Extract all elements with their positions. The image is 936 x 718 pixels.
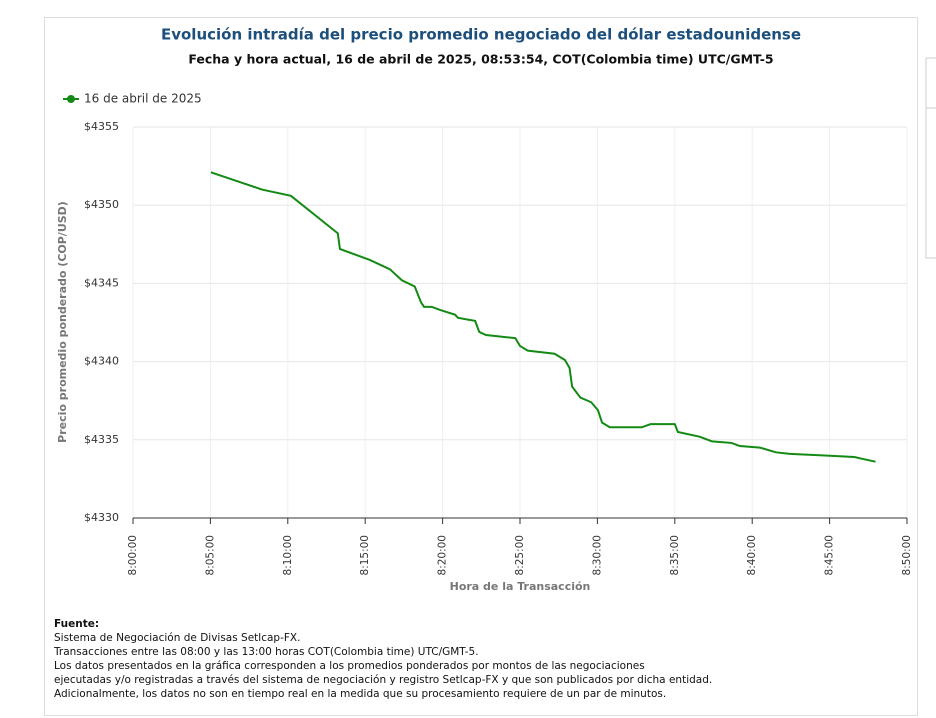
source-line: ejecutadas y/o registradas a través del …	[54, 674, 713, 686]
toolbar-edge	[925, 57, 936, 109]
chart-title: Evolución intradía del precio promedio n…	[161, 26, 801, 44]
x-tick-label: 8:00:00	[127, 535, 139, 575]
source-line: Los datos presentados en la gráfica corr…	[54, 660, 645, 672]
source-line: Adicionalmente, los datos no son en tiem…	[54, 688, 667, 700]
source-line: Transacciones entre las 08:00 y las 13:0…	[54, 646, 479, 658]
x-tick-label: 8:15:00	[359, 535, 371, 575]
series-line	[210, 171, 876, 463]
chart-frame	[44, 17, 918, 716]
x-tick-label: 8:50:00	[901, 535, 913, 575]
y-tick-label: $4335	[84, 433, 119, 446]
x-axis-title: Hora de la Transacción	[450, 580, 591, 593]
legend-label: 16 de abril de 2025	[84, 92, 202, 106]
x-tick-label: 8:20:00	[437, 535, 449, 575]
x-tick-label: 8:45:00	[824, 535, 836, 575]
chart-subtitle: Fecha y hora actual, 16 de abril de 2025…	[188, 52, 773, 67]
source-title: Fuente:	[54, 618, 100, 630]
legend-marker	[67, 95, 75, 103]
y-tick-label: $4330	[84, 511, 119, 524]
y-tick-label: $4355	[84, 120, 119, 133]
x-tick-label: 8:30:00	[591, 535, 603, 575]
source-line: Sistema de Negociación de Divisas Setlca…	[54, 632, 301, 644]
source-note: Fuente: Sistema de Negociación de Divisa…	[54, 617, 712, 701]
x-tick-label: 8:10:00	[282, 535, 294, 575]
y-axis-title: Precio promedio ponderado (COP/USD)	[56, 201, 69, 443]
x-tick-label: 8:40:00	[746, 535, 758, 575]
source-lines: Sistema de Negociación de Divisas Setlca…	[54, 631, 712, 701]
y-tick-label: $4345	[84, 276, 119, 289]
x-tick-label: 8:35:00	[669, 535, 681, 575]
y-tick-label: $4350	[84, 198, 119, 211]
x-tick-label: 8:25:00	[514, 535, 526, 575]
x-tick-label: 8:05:00	[204, 535, 216, 575]
y-tick-label: $4340	[84, 355, 119, 368]
toolbar-edge	[925, 107, 936, 259]
